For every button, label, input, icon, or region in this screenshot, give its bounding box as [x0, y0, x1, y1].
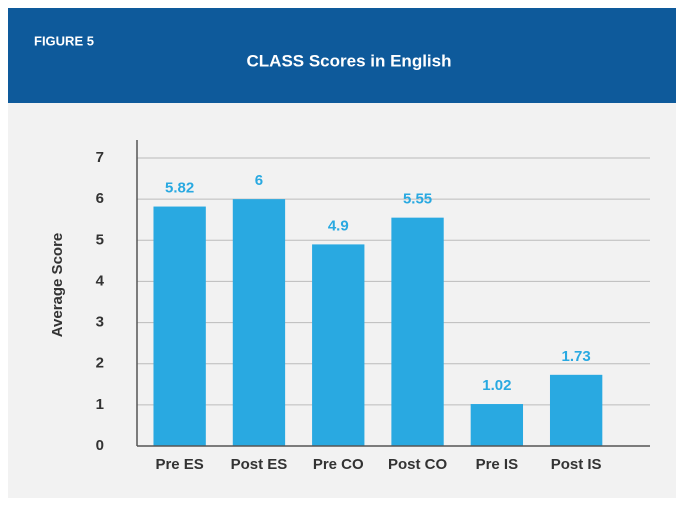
y-tick-label: 4	[96, 272, 105, 289]
data-label: 6	[255, 172, 263, 189]
y-tick-label: 2	[96, 355, 104, 372]
y-tick-label: 7	[96, 149, 104, 166]
x-tick-label: Post ES	[231, 456, 288, 473]
figure-label: FIGURE 5	[34, 33, 94, 48]
y-tick-label: 5	[96, 231, 104, 248]
bar	[312, 244, 365, 446]
y-tick-label: 6	[96, 190, 104, 207]
x-tick-label: Pre IS	[476, 456, 519, 473]
data-label: 5.82	[165, 180, 194, 197]
x-tick-label: Post IS	[551, 456, 602, 473]
chart-title: CLASS Scores in English	[247, 51, 452, 70]
bar	[391, 217, 444, 446]
y-tick-label: 1	[96, 396, 104, 413]
x-tick-label: Post CO	[388, 456, 448, 473]
header-band	[8, 8, 676, 103]
x-tick-label: Pre CO	[313, 456, 364, 473]
data-label: 4.9	[328, 217, 349, 234]
y-tick-label: 3	[96, 314, 104, 331]
bar	[232, 199, 286, 446]
x-tick-label: Pre ES	[155, 456, 203, 473]
data-label: 1.02	[482, 377, 511, 394]
bar	[470, 404, 524, 446]
data-label: 1.73	[562, 348, 591, 365]
y-tick-label: 0	[96, 437, 104, 454]
y-axis-label: Average Score	[49, 233, 66, 338]
bar	[549, 374, 603, 446]
data-label: 5.55	[403, 191, 432, 208]
bar	[153, 206, 206, 446]
